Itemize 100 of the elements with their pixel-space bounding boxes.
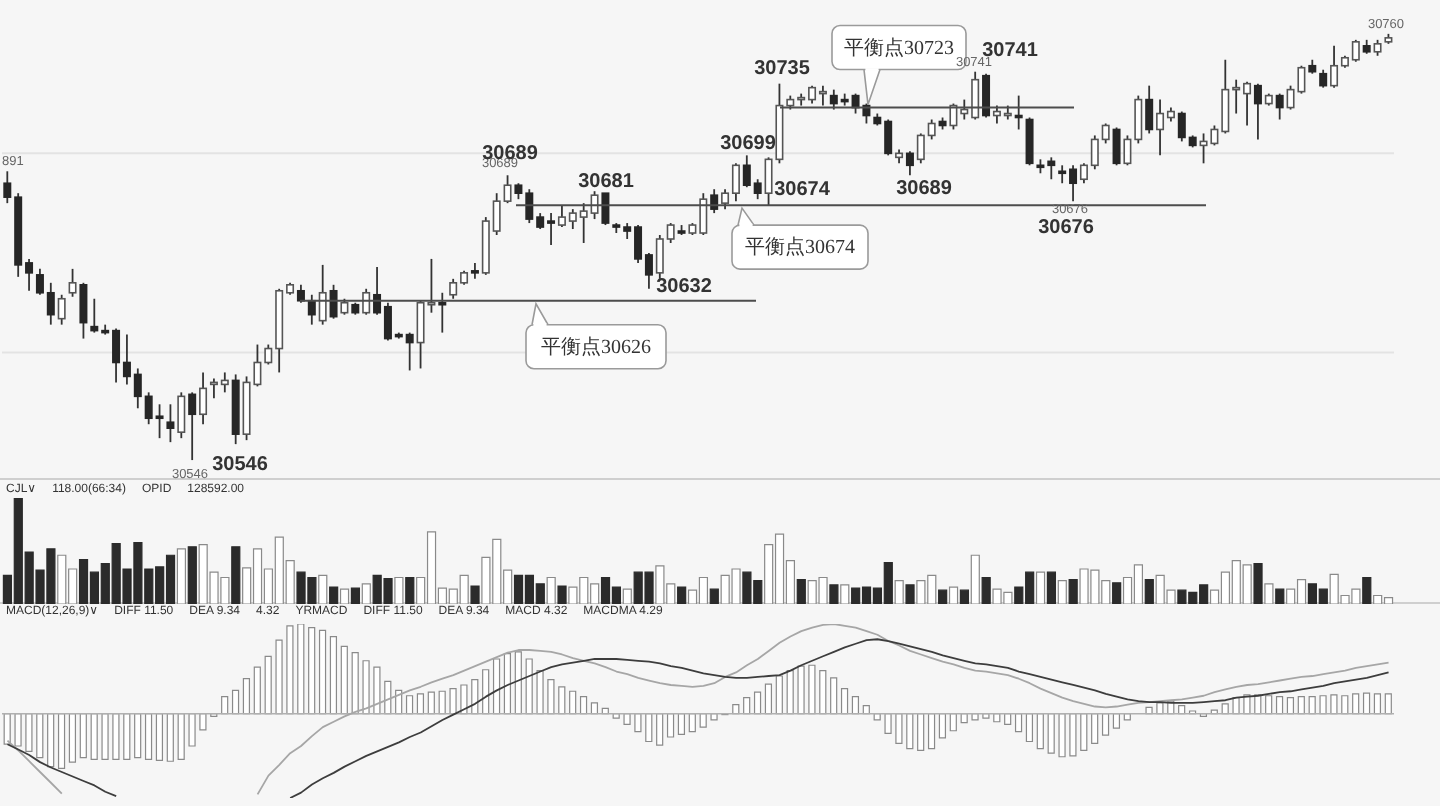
candlestick xyxy=(438,291,447,334)
bar xyxy=(938,713,947,739)
bar xyxy=(753,691,762,715)
annotation: 30676 xyxy=(1038,216,1095,239)
bar xyxy=(1286,696,1295,715)
bar xyxy=(308,626,316,715)
bar xyxy=(557,585,567,604)
bar xyxy=(1057,580,1067,604)
bar xyxy=(1068,579,1078,604)
bar xyxy=(492,658,501,715)
bar xyxy=(569,690,577,715)
candlestick xyxy=(177,391,186,440)
bar xyxy=(905,584,915,604)
candlestick xyxy=(601,192,610,226)
annotation: 30741 xyxy=(982,39,1039,61)
candlestick xyxy=(166,403,175,444)
annotation: 30674 xyxy=(774,178,831,201)
annotation: 30632 xyxy=(656,275,713,297)
bar xyxy=(894,580,904,604)
bar xyxy=(329,586,339,604)
bar xyxy=(656,713,664,746)
bar xyxy=(688,713,696,733)
bar xyxy=(329,635,338,715)
bar xyxy=(166,713,174,762)
bar xyxy=(470,585,480,604)
candlestick xyxy=(1275,92,1284,121)
annotation: 30689 xyxy=(896,177,953,199)
bar xyxy=(840,584,850,604)
bar xyxy=(1297,696,1305,715)
ref-line-label: 平衡点30674 xyxy=(745,234,855,259)
candlestick xyxy=(1253,82,1262,141)
bar xyxy=(176,548,187,604)
bar xyxy=(1123,713,1131,721)
bar xyxy=(1384,693,1392,715)
bar xyxy=(187,546,197,604)
bar xyxy=(1144,579,1154,604)
bar xyxy=(743,696,751,715)
bar xyxy=(796,579,806,604)
bar xyxy=(339,588,350,604)
bar xyxy=(350,587,361,604)
bar xyxy=(677,713,686,735)
bar xyxy=(134,713,142,759)
candlestick xyxy=(1112,126,1121,167)
bar xyxy=(361,583,371,604)
candlestick xyxy=(329,283,338,320)
bar xyxy=(981,576,991,604)
bar xyxy=(1046,571,1057,604)
candlestick xyxy=(982,72,991,119)
bar xyxy=(1091,713,1099,744)
bar xyxy=(221,696,229,715)
bar xyxy=(1101,713,1110,736)
candlestick xyxy=(1014,94,1023,131)
bar xyxy=(546,576,556,604)
bar xyxy=(851,696,860,715)
bar xyxy=(318,629,327,715)
bar xyxy=(482,669,490,715)
bar xyxy=(666,713,675,738)
bar xyxy=(1004,713,1012,726)
annotation: 30699 xyxy=(720,132,777,155)
annotation: 30681 xyxy=(578,170,635,193)
candlestick xyxy=(188,391,197,461)
bar xyxy=(1264,583,1274,604)
bar xyxy=(514,651,522,715)
annotation: 30546 xyxy=(212,453,269,475)
bar xyxy=(829,584,839,604)
bar xyxy=(57,713,66,769)
bar xyxy=(1275,588,1285,604)
bar xyxy=(579,696,588,715)
bar xyxy=(405,695,414,715)
bar xyxy=(970,554,980,604)
bar xyxy=(79,713,87,759)
bar xyxy=(318,574,328,604)
bar xyxy=(959,589,970,604)
bar xyxy=(1373,693,1382,715)
bar xyxy=(938,589,948,604)
candlestick xyxy=(1025,116,1034,167)
bar xyxy=(405,576,415,604)
bar xyxy=(764,683,773,715)
bar xyxy=(155,713,164,761)
bar xyxy=(677,586,687,604)
bar xyxy=(948,586,959,604)
bar xyxy=(68,713,77,763)
bar xyxy=(1362,692,1371,715)
bar xyxy=(709,588,719,604)
bar xyxy=(1265,695,1273,715)
bar xyxy=(416,693,425,715)
bar xyxy=(1253,563,1263,604)
bar xyxy=(427,691,435,715)
bar xyxy=(253,666,261,715)
bar xyxy=(840,687,849,715)
bar xyxy=(231,689,240,715)
candlestick xyxy=(57,293,66,326)
bar xyxy=(47,713,55,768)
bar xyxy=(242,678,251,715)
candlestick xyxy=(199,371,208,426)
bar xyxy=(1036,713,1044,750)
bar xyxy=(830,677,838,715)
bar xyxy=(231,546,241,604)
bar xyxy=(340,645,348,715)
bar xyxy=(590,702,599,715)
